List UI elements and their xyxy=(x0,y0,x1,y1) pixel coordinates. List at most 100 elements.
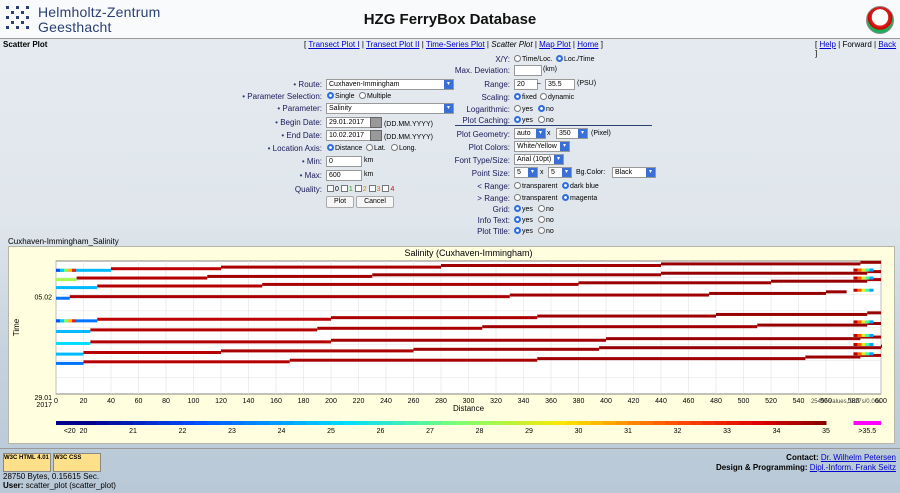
colorbar-label: 31 xyxy=(624,428,632,435)
transect-end-point xyxy=(64,319,68,323)
plot-width-select[interactable]: auto ▾ xyxy=(514,128,546,139)
grid-no-radio[interactable]: no xyxy=(538,205,554,213)
forward-label: Forward xyxy=(842,40,872,49)
x-tick-label: 0 xyxy=(54,398,58,405)
colorbar-label: 21 xyxy=(129,428,137,435)
axis-long-radio[interactable]: Long. xyxy=(391,144,417,152)
caching-yes-radio[interactable]: yes xyxy=(514,116,533,124)
plot-button[interactable]: Plot xyxy=(326,196,354,208)
transect-segment xyxy=(221,265,441,269)
nav-home[interactable]: Home xyxy=(577,40,599,49)
end-date-input[interactable]: 10.02.2017 xyxy=(326,130,372,141)
transect-segment xyxy=(482,325,758,329)
bg-color-select[interactable]: Black ▾ xyxy=(612,167,656,178)
quality-1-checkbox[interactable]: 1 xyxy=(340,185,353,193)
transect-end-point xyxy=(865,320,870,324)
w3c-html-badge-icon[interactable]: W3C HTML 4.01 xyxy=(3,453,51,472)
max-deviation-input[interactable] xyxy=(514,65,542,76)
quality-2-checkbox[interactable]: 2 xyxy=(354,185,367,193)
transect-segment xyxy=(56,319,98,323)
nav-time-series-plot[interactable]: Time-Series Plot xyxy=(425,40,485,49)
font-select[interactable]: Arial (10pt) ▾ xyxy=(514,154,564,165)
chevron-down-icon: ▾ xyxy=(562,168,571,177)
transect-segment xyxy=(76,276,208,280)
log-yes-radio[interactable]: yes xyxy=(514,105,533,113)
w3c-css-badge-icon[interactable]: W3C CSS xyxy=(53,453,101,472)
axis-distance-radio[interactable]: Distance xyxy=(327,144,362,152)
transect-end-point xyxy=(68,268,72,272)
transect-segment xyxy=(56,361,84,365)
help-link[interactable]: Help xyxy=(819,40,836,49)
transect-end-point xyxy=(861,352,866,356)
calendar-icon[interactable] xyxy=(370,117,382,128)
ptitle-no-radio[interactable]: no xyxy=(538,227,554,235)
point-width-select[interactable]: 5 ▾ xyxy=(514,167,538,178)
above-magenta-radio[interactable]: magenta xyxy=(562,194,597,202)
begin-date-input[interactable]: 29.01.2017 xyxy=(326,117,372,128)
info-yes-radio[interactable]: yes xyxy=(514,216,533,224)
calendar-icon[interactable] xyxy=(370,130,382,141)
scaling-fixed-radio[interactable]: fixed xyxy=(514,93,537,101)
route-select[interactable]: Cuxhaven-Immingham ▾ xyxy=(326,79,454,90)
contact-link[interactable]: Dr. Wilhelm Petersen xyxy=(820,453,896,462)
scaling-dynamic-radio[interactable]: dynamic xyxy=(540,93,574,101)
header-divider xyxy=(0,38,900,39)
xy-time-loc-radio[interactable]: Time/Loc. xyxy=(514,55,552,63)
x-tick-label: 440 xyxy=(655,398,667,405)
nav-transect-plot-2[interactable]: Transect Plot II xyxy=(365,40,420,49)
param-selection-multiple[interactable]: Multiple xyxy=(359,92,391,100)
colorbar-segment xyxy=(640,421,654,425)
nav-map-plot[interactable]: Map Plot xyxy=(539,40,571,49)
above-transparent-radio[interactable]: transparent xyxy=(514,194,557,202)
caching-no-radio[interactable]: no xyxy=(538,116,554,124)
param-selection-single[interactable]: Single xyxy=(327,92,354,100)
axis-lat-radio[interactable]: Lat. xyxy=(366,144,386,152)
plot-height-select[interactable]: 350 ▾ xyxy=(556,128,588,139)
colorbar-label: 26 xyxy=(377,428,385,435)
transect-end-point xyxy=(857,320,862,324)
colorbar-segment xyxy=(293,421,307,425)
info-no-radio[interactable]: no xyxy=(538,216,554,224)
transect-segment xyxy=(262,282,579,286)
x-tick-label: 20 xyxy=(80,398,88,405)
ferrybox-logo-icon[interactable] xyxy=(866,6,894,34)
above-range-label: > Range: xyxy=(477,194,510,203)
range-min-input[interactable]: 20 xyxy=(514,79,538,90)
chevron-down-icon: ▾ xyxy=(578,129,587,138)
ptitle-yes-radio[interactable]: yes xyxy=(514,227,533,235)
transect-segment xyxy=(709,291,826,295)
colorbar-segment xyxy=(714,421,728,425)
x-tick-label: 360 xyxy=(545,398,557,405)
colorbar-segment xyxy=(788,421,802,425)
colorbar-segment xyxy=(442,421,456,425)
nav-transect-plot-1[interactable]: Transect Plot I xyxy=(308,40,360,49)
transect-end-point xyxy=(861,333,866,337)
transect-end-point xyxy=(857,276,862,280)
min-input[interactable]: 0 xyxy=(326,156,362,167)
colorbar-segment xyxy=(652,421,666,425)
x-tick-label: 580 xyxy=(848,398,860,405)
plot-colors-select[interactable]: White/Yellow ▾ xyxy=(514,141,570,152)
transect-segment xyxy=(661,271,868,275)
quality-3-checkbox[interactable]: 3 xyxy=(368,185,380,193)
grid-yes-radio[interactable]: yes xyxy=(514,205,533,213)
below-darkblue-radio[interactable]: dark blue xyxy=(562,182,599,190)
point-height-select[interactable]: 5 ▾ xyxy=(548,167,572,178)
back-link[interactable]: Back xyxy=(878,40,897,49)
transect-end-point xyxy=(869,333,874,337)
below-transparent-radio[interactable]: transparent xyxy=(514,182,557,190)
colorbar-label: 33 xyxy=(723,428,731,435)
min-label: • Min: xyxy=(301,157,322,166)
cancel-button[interactable]: Cancel xyxy=(356,196,394,208)
transect-end-point xyxy=(861,276,866,280)
range-max-input[interactable]: 35.5 xyxy=(545,79,575,90)
design-link[interactable]: Dipl.-Inform. Frank Seitz xyxy=(809,463,896,472)
quality-4-checkbox[interactable]: 4 xyxy=(382,185,394,193)
quality-0-checkbox[interactable]: 0 xyxy=(327,185,339,193)
transect-end-point xyxy=(853,288,858,292)
parameter-select[interactable]: Salinity ▾ xyxy=(326,103,454,114)
xy-loc-time-radio[interactable]: Loc./Time xyxy=(556,55,594,63)
begin-date-format: (DD.MM.YYYY) xyxy=(370,117,433,128)
max-input[interactable]: 600 xyxy=(326,170,362,181)
log-no-radio[interactable]: no xyxy=(538,105,554,113)
